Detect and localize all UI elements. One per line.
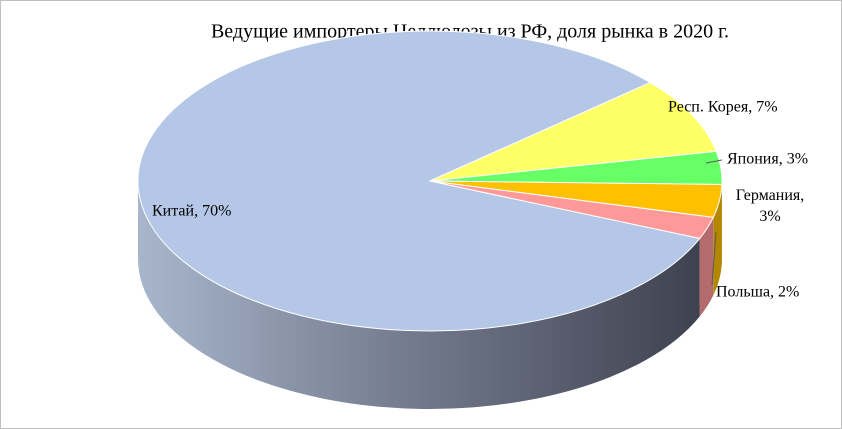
- data-label: Германия, 3%: [736, 187, 805, 225]
- pie-slice: [429, 180, 715, 239]
- data-label-line: 3%: [759, 208, 780, 225]
- pie-slice: [137, 30, 701, 332]
- data-label: Китай, 70%: [152, 203, 231, 220]
- data-label: Польша, 2%: [716, 284, 799, 301]
- slice-side: [713, 184, 722, 296]
- slice-side: [138, 181, 700, 409]
- data-label: Япония, 3%: [727, 151, 808, 168]
- leader-line: [711, 231, 717, 286]
- chart-title: Ведущие импортеры Целлюлозы из РФ, доля …: [211, 21, 729, 43]
- slice-side: [699, 217, 714, 317]
- pie-slice: [429, 81, 717, 182]
- leader-line: [705, 159, 723, 164]
- data-label-line: Германия,: [736, 187, 805, 204]
- data-label: Респ. Корея, 7%: [668, 99, 778, 116]
